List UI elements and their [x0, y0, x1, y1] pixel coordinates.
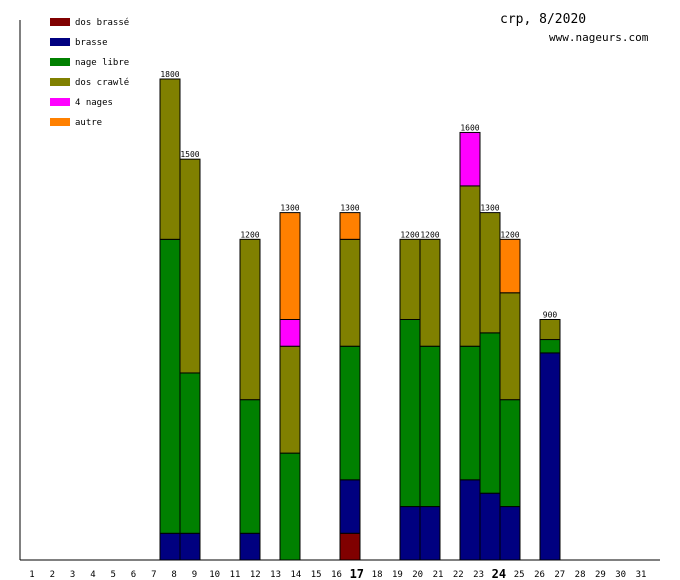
- bar-day-9-seg-3: [179, 158, 201, 374]
- bar-day-9-seg-1: [179, 532, 201, 561]
- x-tick-label-13: 13: [270, 570, 281, 580]
- bar-day-24-seg-2: [479, 332, 501, 494]
- x-tick-label-29: 29: [595, 570, 606, 580]
- bar-day-25-seg-1: [499, 506, 521, 561]
- bar-day-21-seg-3: [419, 238, 441, 347]
- legend-label-5: autre: [75, 118, 102, 128]
- legend-label-3: dos crawlé: [75, 77, 129, 88]
- x-tick-label-27: 27: [554, 570, 565, 580]
- bar-day-27-seg-1: [539, 352, 561, 561]
- x-tick-label-9: 9: [192, 570, 197, 580]
- bar-day-8-seg-3: [159, 78, 181, 240]
- x-tick-label-12: 12: [250, 570, 261, 580]
- x-tick-label-5: 5: [110, 570, 115, 580]
- x-tick-label-3: 3: [70, 570, 75, 580]
- x-tick-label-23: 23: [473, 570, 484, 580]
- legend-swatch-3: [50, 78, 70, 86]
- x-tick-label-16: 16: [331, 570, 342, 580]
- chart-title: crp, 8/2020: [500, 12, 586, 27]
- x-tick-label-26: 26: [534, 570, 545, 580]
- bar-day-14-seg-5: [279, 212, 301, 320]
- bar-total-day-14: 1300: [280, 204, 299, 213]
- legend-swatch-2: [50, 58, 70, 66]
- bar-day-27-seg-3: [539, 319, 561, 341]
- bar-total-day-27: 900: [543, 311, 558, 320]
- bar-day-17-seg-0: [339, 532, 361, 561]
- bar-total-day-20: 1200: [400, 230, 419, 239]
- bar-day-17-seg-2: [339, 345, 361, 481]
- bar-total-day-8: 1800: [160, 70, 179, 79]
- bar-day-14-seg-3: [279, 345, 301, 454]
- bar-day-9-seg-2: [179, 372, 201, 534]
- x-tick-label-28: 28: [575, 570, 586, 580]
- bar-day-23-seg-2: [459, 345, 481, 481]
- x-tick-label-22: 22: [453, 570, 464, 580]
- bar-total-day-25: 1200: [500, 230, 519, 239]
- x-tick-label-14: 14: [290, 570, 301, 580]
- x-tick-label-30: 30: [615, 570, 626, 580]
- x-tick-label-25: 25: [514, 570, 525, 580]
- x-tick-label-4: 4: [90, 570, 95, 580]
- bar-day-24-seg-1: [479, 492, 501, 561]
- bar-day-20-seg-1: [399, 506, 421, 561]
- x-tick-label-18: 18: [372, 570, 383, 580]
- x-tick-label-11: 11: [230, 570, 241, 580]
- bar-total-day-23: 1600: [460, 123, 479, 132]
- x-tick-label-7: 7: [151, 570, 156, 580]
- bar-day-14-seg-4: [279, 319, 301, 347]
- legend-swatch-5: [50, 118, 70, 126]
- legend-swatch-4: [50, 98, 70, 106]
- bar-day-25-seg-5: [499, 238, 521, 294]
- chart-subtitle: www.nageurs.com: [549, 31, 649, 44]
- legend: dos brassé brasse nage libre dos crawlé 4 na…: [50, 17, 129, 128]
- x-tick-label-6: 6: [131, 570, 136, 580]
- bar-day-23-seg-1: [459, 479, 481, 561]
- bar-total-day-21: 1200: [420, 230, 439, 239]
- x-tick-label-17: 17: [350, 567, 364, 580]
- bar-day-12-seg-3: [239, 238, 261, 401]
- bar-day-8-seg-1: [159, 532, 181, 561]
- legend-swatch-0: [50, 18, 70, 26]
- bar-day-25-seg-3: [499, 292, 521, 401]
- bar-total-day-12: 1200: [240, 230, 259, 239]
- bar-day-25-seg-2: [499, 399, 521, 508]
- bar-day-21-seg-1: [419, 506, 441, 561]
- legend-label-1: brasse: [75, 38, 108, 48]
- bar-day-23-seg-4: [459, 131, 481, 187]
- bar-total-day-24: 1300: [480, 204, 499, 213]
- x-tick-label-10: 10: [209, 570, 220, 580]
- x-tick-label-21: 21: [433, 570, 444, 580]
- bar-day-17-seg-3: [339, 238, 361, 347]
- legend-label-0: dos brassé: [75, 17, 129, 28]
- bar-day-8-seg-2: [159, 238, 181, 534]
- x-tick-label-19: 19: [392, 570, 403, 580]
- legend-swatch-1: [50, 38, 70, 46]
- bar-total-day-9: 1500: [180, 150, 199, 159]
- bar-day-17-seg-1: [339, 479, 361, 534]
- x-tick-labels: 1 2 3 4 5 6 7 8 9 10 11 12 13 14 15 16 17 18 19 20 21 22 23 24 2…: [29, 567, 646, 580]
- bars-group: [159, 78, 561, 561]
- x-tick-label-8: 8: [171, 570, 176, 580]
- bar-day-27-seg-2: [539, 339, 561, 354]
- bar-day-12-seg-1: [239, 532, 261, 561]
- x-tick-label-1: 1: [29, 570, 34, 580]
- x-tick-label-31: 31: [636, 570, 647, 580]
- x-tick-label-20: 20: [412, 570, 423, 580]
- legend-label-2: nage libre: [75, 58, 129, 68]
- bar-day-20-seg-2: [399, 319, 421, 508]
- bar-total-day-17: 1300: [340, 204, 359, 213]
- bar-day-17-seg-5: [339, 212, 361, 240]
- bar-day-23-seg-3: [459, 185, 481, 347]
- bar-day-12-seg-2: [239, 399, 261, 534]
- bar-day-21-seg-2: [419, 345, 441, 508]
- x-tick-label-24: 24: [492, 567, 506, 580]
- x-tick-label-2: 2: [50, 570, 55, 580]
- x-tick-label-15: 15: [311, 570, 322, 580]
- bar-day-20-seg-3: [399, 238, 421, 320]
- bar-day-14-seg-2: [279, 452, 301, 561]
- bar-day-24-seg-3: [479, 212, 501, 334]
- legend-label-4: 4 nages: [75, 98, 113, 108]
